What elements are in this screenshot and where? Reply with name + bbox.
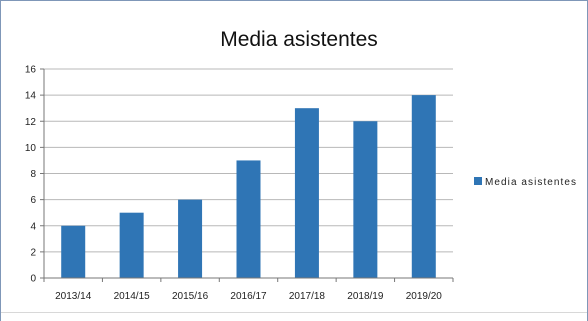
x-tick-label: 2015/16 bbox=[172, 291, 209, 302]
chart-legend: Media asistentes bbox=[474, 177, 576, 188]
bar-2015-16[interactable] bbox=[178, 199, 203, 278]
y-tick-label: 10 bbox=[25, 143, 37, 154]
x-tick-label: 2019/20 bbox=[406, 291, 443, 302]
x-tick-label: 2016/17 bbox=[230, 291, 267, 302]
bar-2017-18[interactable] bbox=[294, 108, 319, 278]
bar-2014-15[interactable] bbox=[119, 212, 144, 278]
bar-2019-20[interactable] bbox=[411, 95, 436, 278]
x-tick-label: 2018/19 bbox=[347, 291, 384, 302]
y-tick-label: 4 bbox=[30, 221, 36, 232]
y-tick-label: 2 bbox=[30, 247, 36, 258]
y-tick-label: 14 bbox=[25, 91, 37, 102]
bar-2016-17[interactable] bbox=[236, 160, 261, 278]
x-tick-label: 2013/14 bbox=[55, 291, 92, 302]
chart-axes: 0 2 4 6 8 10 12 14 16 2013/14 2014/15 2015/16 2016/1… bbox=[25, 65, 454, 302]
chart-bars bbox=[61, 95, 436, 278]
y-tick-label: 6 bbox=[30, 195, 36, 206]
y-tick-label: 8 bbox=[30, 169, 36, 180]
bar-2013-14[interactable] bbox=[61, 225, 86, 278]
legend-swatch bbox=[474, 177, 482, 185]
chart-title: Media asistentes bbox=[220, 28, 378, 51]
y-tick-label: 12 bbox=[25, 117, 37, 128]
chart-bottom-strip bbox=[1, 312, 587, 321]
x-tick-label: 2017/18 bbox=[289, 291, 326, 302]
legend-label: Media asistentes bbox=[485, 177, 576, 188]
y-tick-label: 16 bbox=[25, 65, 37, 76]
x-tick-label: 2014/15 bbox=[114, 291, 151, 302]
bar-2018-19[interactable] bbox=[353, 121, 378, 278]
y-tick-label: 0 bbox=[30, 274, 36, 285]
